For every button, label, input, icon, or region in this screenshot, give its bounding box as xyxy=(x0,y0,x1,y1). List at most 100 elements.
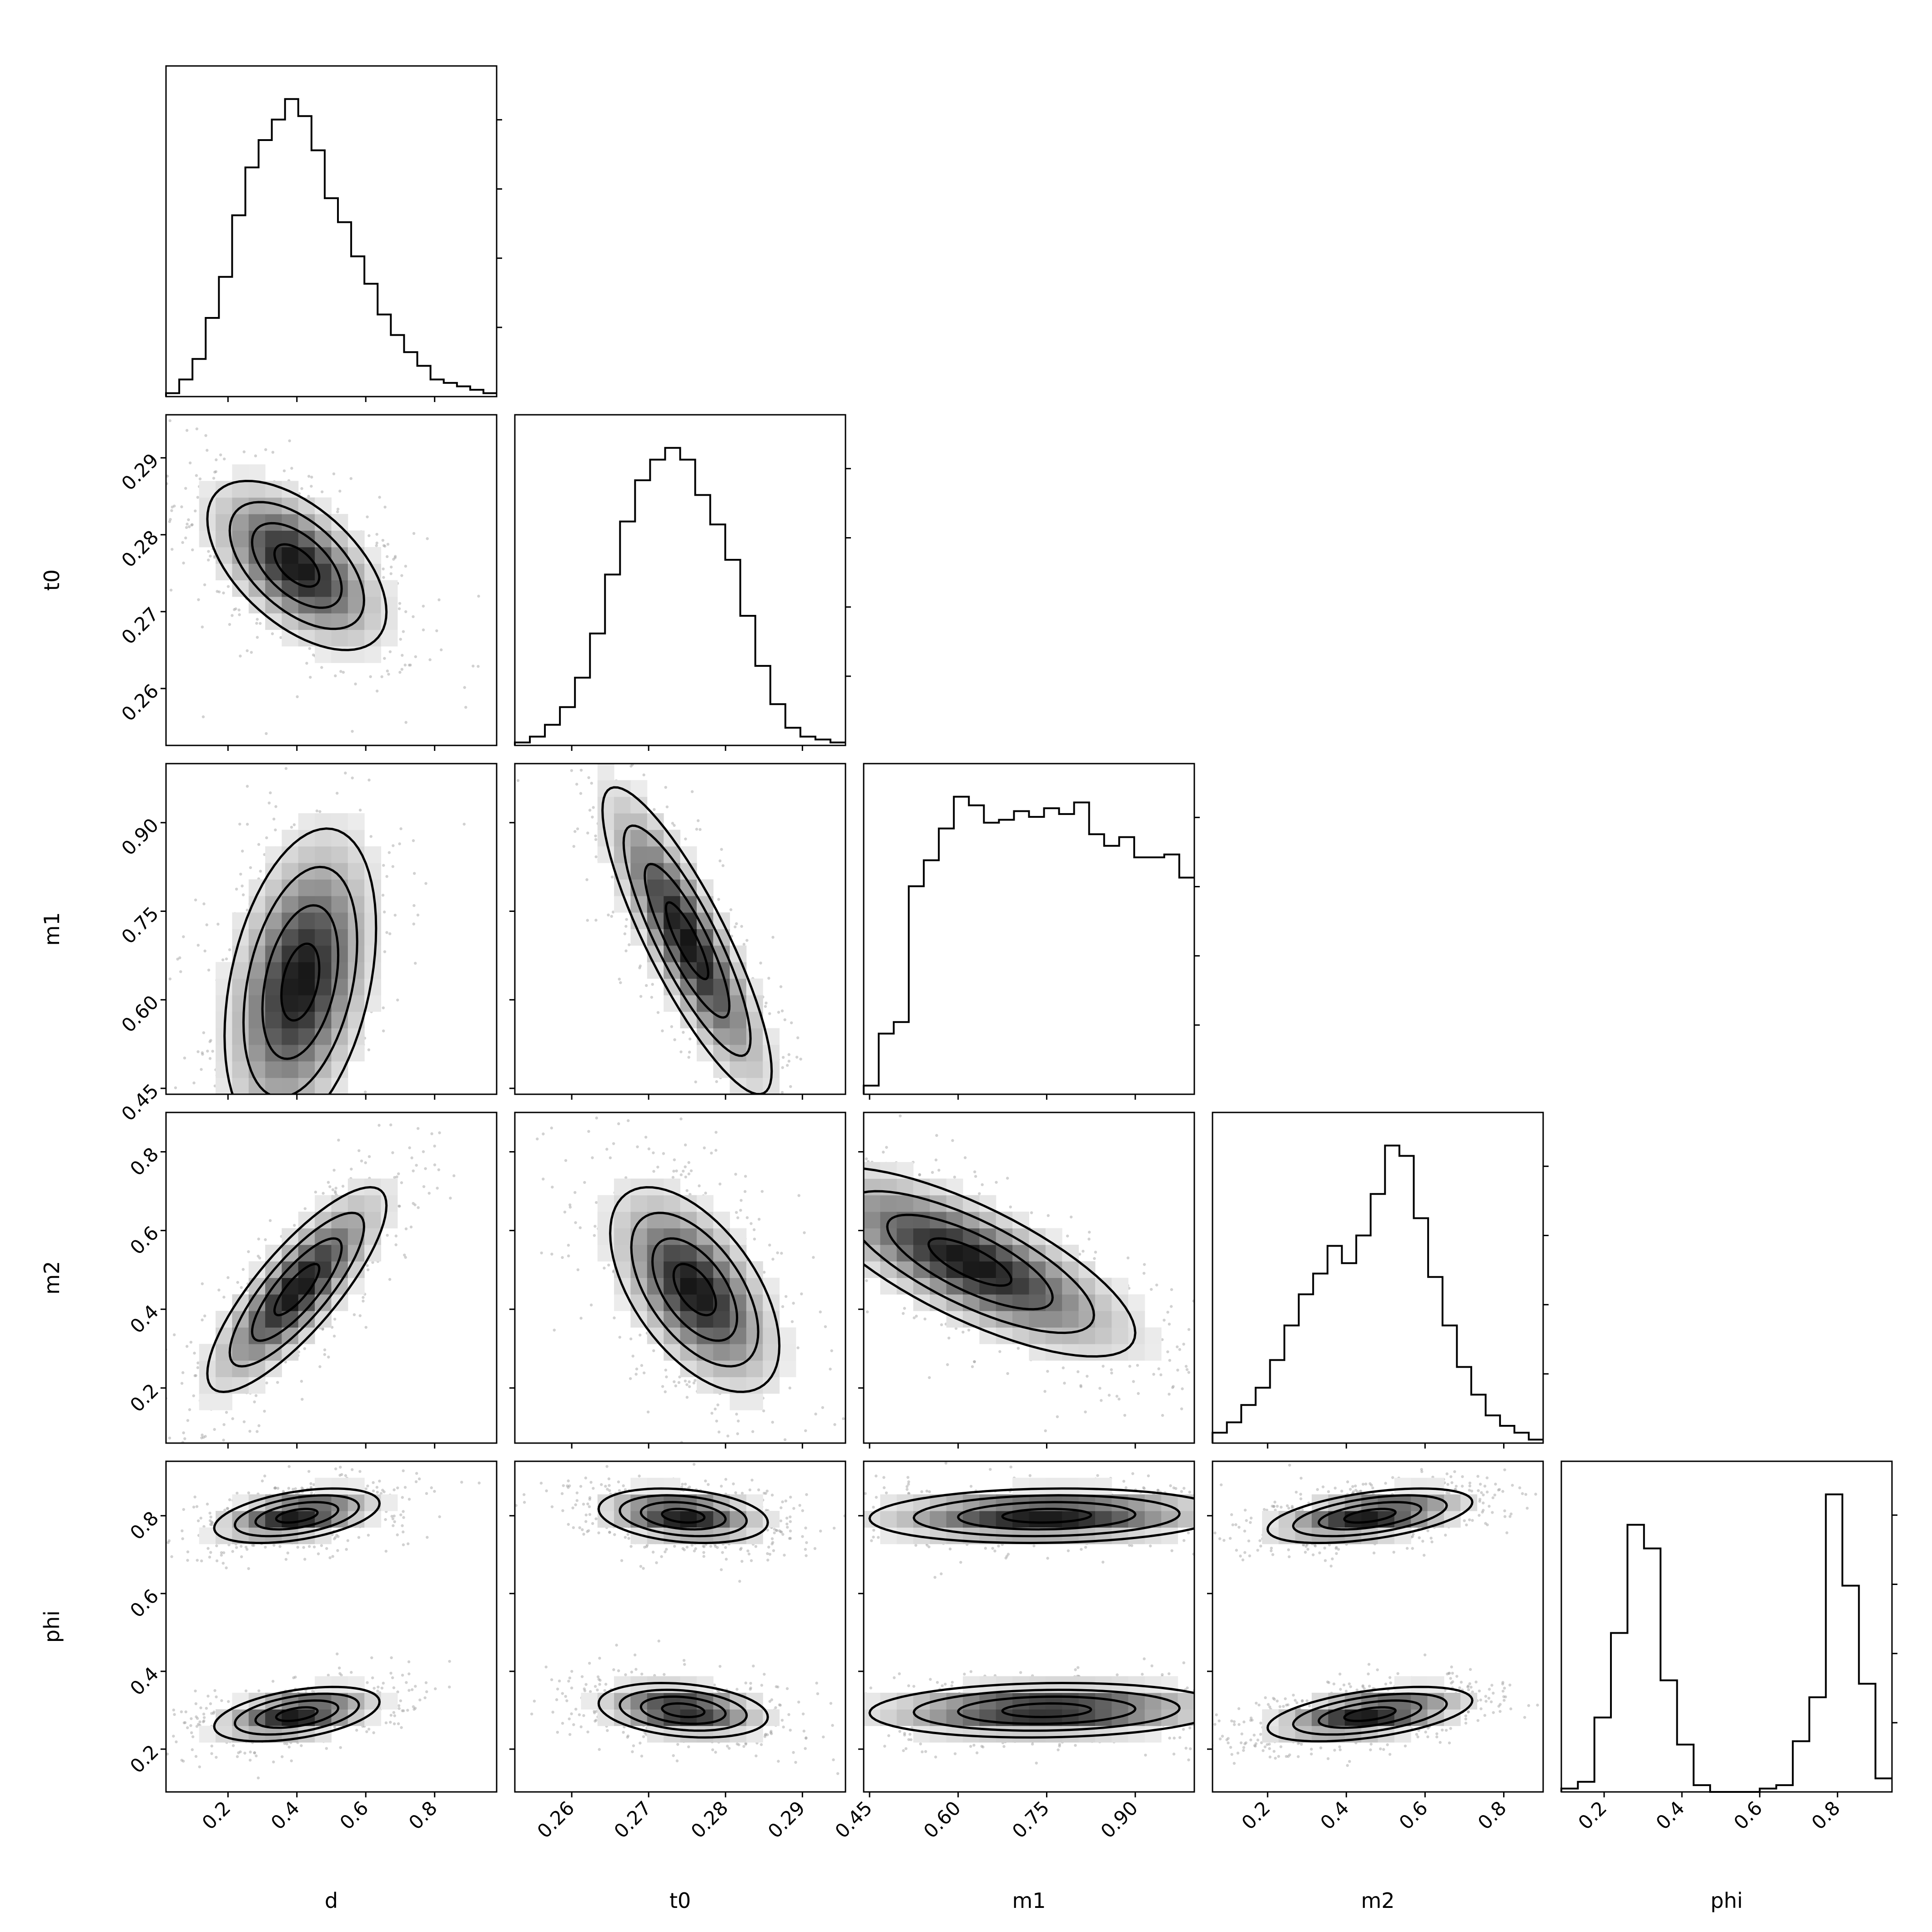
contour xyxy=(661,1702,706,1718)
contour xyxy=(233,1494,360,1538)
contour xyxy=(254,1699,340,1729)
contour xyxy=(1318,1699,1423,1729)
contour xyxy=(1266,1487,1474,1545)
y-tick-label-phi: 0.8 xyxy=(126,1507,163,1544)
hist-frame xyxy=(514,414,846,746)
hist-line-m2 xyxy=(1212,1144,1543,1443)
pair-frame xyxy=(165,1460,498,1793)
x-tick-label-m2: 0.2 xyxy=(1237,1797,1274,1834)
y-tick-label-phi: 0.2 xyxy=(126,1740,163,1777)
pair-content xyxy=(166,1465,481,1780)
y-tick-label-t0: 0.28 xyxy=(117,526,163,572)
y-tick-label-m2: 0.2 xyxy=(126,1379,163,1416)
contour xyxy=(927,1237,1013,1287)
y-tick-label-t0: 0.27 xyxy=(117,603,163,649)
x-axis-label-d: d xyxy=(325,1888,338,1913)
x-tick-label-t0: 0.28 xyxy=(687,1797,733,1843)
contour xyxy=(609,1186,781,1393)
contour xyxy=(957,1501,1137,1531)
y-axis-label-phi: phi xyxy=(40,1610,64,1643)
contour xyxy=(1343,1508,1397,1524)
contour xyxy=(661,1508,706,1524)
contour xyxy=(672,1263,717,1317)
pair-content xyxy=(864,1461,1194,1765)
contour xyxy=(1343,1706,1397,1722)
hist-line-d xyxy=(165,98,497,397)
contour xyxy=(619,1494,748,1538)
contour xyxy=(664,901,709,981)
hist-frame xyxy=(165,65,498,397)
pair-frame xyxy=(514,1460,846,1793)
contour xyxy=(597,1487,769,1545)
x-tick-label-t0: 0.27 xyxy=(610,1797,656,1843)
x-tick-label-m2: 0.6 xyxy=(1395,1797,1432,1834)
pair-panel-m2-phi xyxy=(1207,1460,1544,1797)
contour xyxy=(275,1508,319,1524)
contour xyxy=(912,1688,1181,1732)
contour xyxy=(644,863,731,1019)
contour xyxy=(864,1167,1137,1358)
contour xyxy=(251,1237,343,1342)
x-tick-label-d: 0.4 xyxy=(267,1797,304,1834)
pair-content xyxy=(516,764,802,1094)
y-tick-label-m2: 0.8 xyxy=(126,1143,163,1180)
pair-content xyxy=(166,419,480,735)
hist-panel-phi xyxy=(1560,1460,1897,1797)
pair-content xyxy=(536,1117,845,1443)
hist-line-m1 xyxy=(863,795,1194,1094)
contour xyxy=(597,1681,769,1739)
pair-frame xyxy=(863,1460,1195,1793)
x-tick-label-d: 0.6 xyxy=(336,1797,373,1834)
contour xyxy=(630,1212,760,1368)
x-tick-label-t0: 0.26 xyxy=(533,1797,579,1843)
pair-content xyxy=(166,1123,456,1443)
hist-line-t0 xyxy=(514,447,845,745)
y-tick-label-m2: 0.6 xyxy=(126,1222,163,1259)
x-tick-label-phi: 0.4 xyxy=(1651,1797,1689,1834)
x-tick-label-m1: 0.60 xyxy=(919,1797,965,1843)
contour xyxy=(1292,1692,1448,1736)
pair-frame xyxy=(514,763,846,1095)
y-tick-label-m1: 0.90 xyxy=(117,814,163,860)
contour xyxy=(957,1696,1137,1725)
contour xyxy=(601,786,773,1094)
contour xyxy=(228,501,365,630)
x-tick-label-m2: 0.4 xyxy=(1316,1797,1353,1834)
x-tick-label-m1: 0.75 xyxy=(1008,1797,1054,1843)
pair-panel-t0-m2 xyxy=(509,1112,846,1449)
x-axis-label-phi: phi xyxy=(1711,1888,1743,1913)
contour xyxy=(206,1186,388,1394)
contour xyxy=(886,1213,1054,1311)
contour xyxy=(223,827,377,1094)
pair-panel-t0-phi xyxy=(509,1460,846,1797)
pair-frame xyxy=(514,1112,846,1444)
pair-frame xyxy=(165,1112,498,1444)
contour xyxy=(275,1706,319,1722)
pair-panel-d-m2 xyxy=(161,1112,498,1449)
contour xyxy=(912,1494,1181,1538)
contour xyxy=(1001,1508,1092,1524)
contour xyxy=(619,1688,748,1732)
x-tick-label-m1: 0.90 xyxy=(1097,1797,1142,1843)
pair-frame xyxy=(863,1112,1195,1444)
x-tick-label-d: 0.8 xyxy=(404,1797,442,1834)
hist-panel-m2 xyxy=(1212,1112,1549,1449)
pair-panel-d-t0 xyxy=(161,414,498,751)
x-axis-label-m2: m2 xyxy=(1361,1888,1394,1913)
contour xyxy=(251,522,343,609)
hist-frame xyxy=(1560,1460,1893,1793)
contour xyxy=(213,1685,381,1743)
hist-line-phi xyxy=(1560,1493,1892,1793)
y-tick-label-m1: 0.75 xyxy=(117,902,163,948)
y-tick-label-m2: 0.4 xyxy=(126,1300,163,1338)
pair-content xyxy=(515,1463,845,1775)
contour xyxy=(273,1263,321,1317)
hist-frame xyxy=(863,763,1195,1095)
contour xyxy=(280,942,321,1022)
x-tick-label-phi: 0.2 xyxy=(1574,1797,1611,1834)
hist-frame xyxy=(1212,1112,1544,1444)
contour xyxy=(261,904,340,1060)
x-tick-label-t0: 0.29 xyxy=(764,1797,810,1843)
pair-frame xyxy=(1212,1460,1544,1793)
